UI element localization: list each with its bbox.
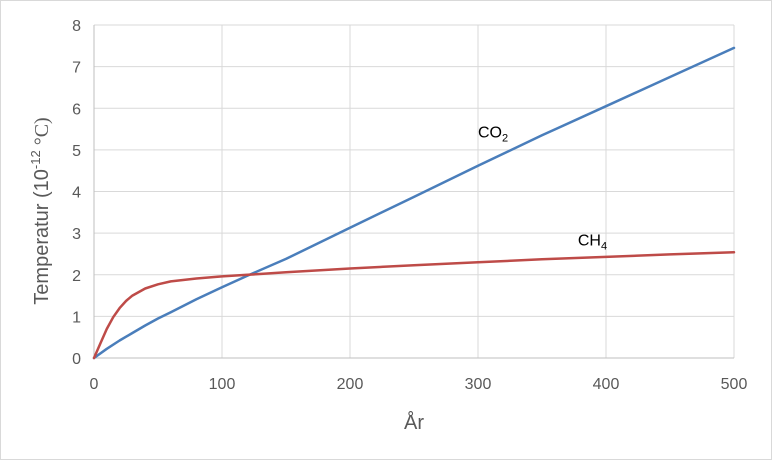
x-tick-label: 300 — [465, 376, 492, 393]
y-axis-title: Temperatur (10-12 °C) — [28, 117, 53, 304]
x-tick-label: 100 — [209, 376, 236, 393]
x-tick-label: 500 — [721, 376, 748, 393]
series-line-ch4 — [92, 251, 736, 360]
series-label-co2: CO2 — [478, 124, 508, 144]
x-tick-label: 0 — [90, 376, 99, 393]
x-tick-label: 200 — [337, 376, 364, 393]
x-axis-title: År — [404, 411, 424, 434]
series-labels: CO2 CH4 — [478, 124, 607, 252]
y-tick-label: 3 — [72, 226, 81, 243]
series-label-ch4: CH4 — [578, 233, 607, 253]
gridlines — [94, 24, 735, 358]
tick-labels: 0 1 2 3 4 5 6 7 8 0 100 200 300 400 500 — [72, 18, 747, 393]
y-axis-title-unit: °C) — [31, 117, 53, 150]
y-axis-title-exponent: -12 — [28, 150, 43, 169]
y-tick-label: 7 — [72, 60, 81, 77]
axes — [93, 25, 734, 359]
series-lines — [92, 46, 736, 360]
y-tick-label: 2 — [72, 268, 81, 285]
y-tick-label: 4 — [72, 185, 81, 202]
y-tick-label: 0 — [72, 351, 81, 368]
y-tick-label: 1 — [72, 309, 81, 326]
x-tick-label: 400 — [593, 376, 620, 393]
y-tick-label: 8 — [72, 18, 81, 35]
y-axis-title-main: Temperatur (10 — [31, 169, 53, 305]
y-tick-label: 6 — [72, 101, 81, 118]
series-line-co2 — [92, 46, 736, 360]
y-tick-label: 5 — [72, 143, 81, 160]
